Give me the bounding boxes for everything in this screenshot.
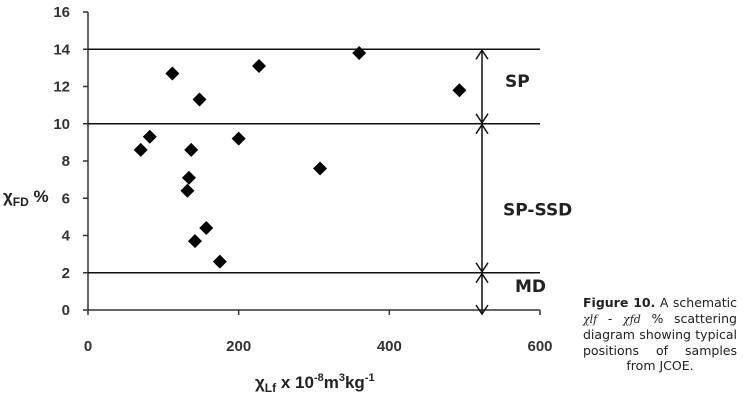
y-tick-label: 14	[53, 41, 70, 58]
arrow-head	[475, 123, 489, 135]
arrow-head	[475, 48, 489, 60]
data-point	[192, 92, 207, 107]
caption-symbol-lf: χlf	[583, 312, 598, 326]
data-point	[199, 221, 214, 236]
zone-labels: SP SP-SSD MD	[503, 72, 572, 297]
y-tick-label: 2	[62, 265, 70, 282]
caption-text-after: % scattering diagram showing typical pos…	[583, 310, 737, 374]
y-tick-label: 0	[62, 302, 70, 319]
data-point	[187, 234, 202, 249]
ylabel-sub: FD	[13, 195, 29, 209]
caption-symbol-fd: χfd	[623, 312, 641, 326]
y-tick-label: 12	[53, 79, 70, 96]
xlabel-part: Lf	[265, 381, 277, 395]
data-point	[180, 183, 195, 198]
y-tick-label: 16	[53, 4, 70, 21]
data-point	[352, 45, 367, 60]
figure-caption: Figure 10. A schematic χlf - χfd % scatt…	[583, 295, 737, 374]
data-point	[313, 161, 328, 176]
y-tick-label: 6	[62, 190, 70, 207]
data-point	[165, 66, 180, 81]
data-point	[133, 142, 148, 157]
xlabel-part: -8	[314, 372, 324, 384]
arrow-head	[475, 304, 489, 316]
arrow-head	[475, 113, 489, 125]
data-point	[252, 59, 267, 74]
xlabel-part: kg	[345, 373, 365, 392]
caption-text-before: A schematic	[655, 295, 737, 310]
data-point	[212, 254, 227, 269]
xlabel-part: -1	[365, 372, 375, 384]
xlabel-part: 3	[339, 372, 345, 384]
data-point	[452, 83, 467, 98]
data-point	[181, 170, 196, 185]
ylabel-unit: %	[29, 187, 49, 206]
arrow-head	[475, 272, 489, 284]
x-tick-label: 0	[84, 338, 92, 355]
xlabel-part: m	[324, 373, 339, 392]
zone-label: SP-SSD	[503, 200, 572, 220]
y-tick-label: 4	[62, 228, 71, 245]
x-tick-label: 600	[527, 338, 552, 355]
y-axis-ticks: 0 2 4 6 8 10 12 14 16	[53, 4, 88, 319]
x-axis-label: χLf x 10-8m3kg-1	[255, 372, 375, 395]
data-points	[133, 45, 467, 269]
y-tick-label: 10	[53, 116, 70, 133]
data-point	[184, 142, 199, 157]
data-point	[142, 129, 157, 144]
zone-label: SP	[505, 72, 530, 92]
caption-separator: -	[597, 310, 624, 326]
y-tick-label: 8	[62, 153, 70, 170]
y-axis-label: χFD %	[3, 187, 49, 209]
ylabel-chi: χ	[3, 187, 13, 206]
data-point	[231, 131, 246, 146]
x-axis-ticks: 0 200 400 600	[84, 310, 553, 355]
xlabel-part: x 10	[276, 373, 314, 392]
arrow-head	[475, 262, 489, 274]
caption-label: Figure 10.	[583, 295, 656, 310]
zone-arrows	[475, 48, 489, 316]
x-tick-label: 400	[377, 338, 402, 355]
xlabel-part: χ	[255, 373, 265, 392]
threshold-lines	[88, 48, 540, 274]
zone-label: MD	[515, 277, 546, 297]
x-tick-label: 200	[226, 338, 251, 355]
